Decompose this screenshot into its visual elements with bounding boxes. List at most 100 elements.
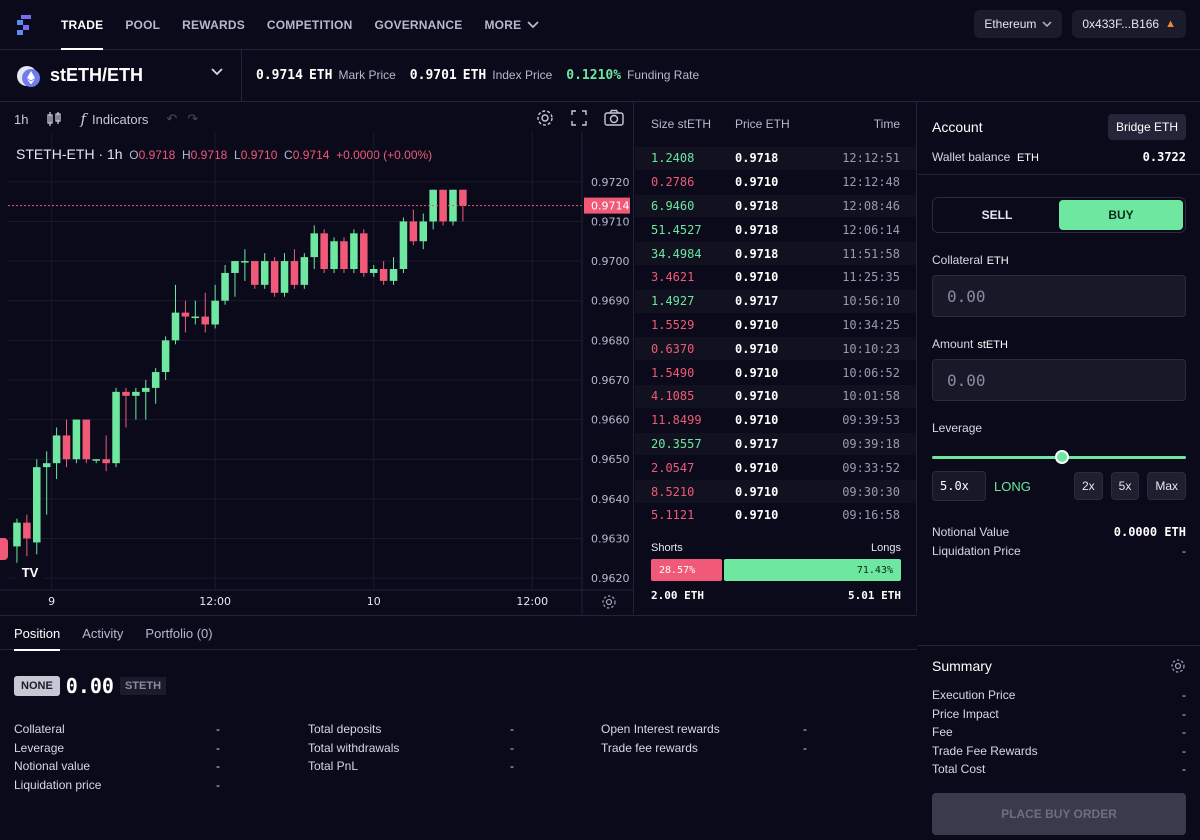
settings-icon[interactable]	[535, 108, 555, 128]
longs-pct: 71.43%	[856, 564, 893, 576]
candle	[122, 387, 130, 428]
candle	[191, 300, 200, 325]
position-unit: STETH	[119, 677, 167, 695]
trade-price: 0.9710	[735, 365, 779, 380]
candle-body	[350, 233, 358, 269]
collateral-input[interactable]: 0.00	[932, 275, 1186, 317]
detail-value: -	[803, 740, 807, 755]
interval-selector[interactable]: 1h	[14, 111, 29, 127]
leverage-slider[interactable]	[932, 450, 1186, 464]
detail-value: -	[216, 722, 220, 737]
place-order-button[interactable]: PLACE BUY ORDER	[932, 792, 1186, 835]
candle	[82, 419, 91, 464]
candle-body	[369, 269, 378, 273]
nav-more[interactable]: MORE	[473, 0, 550, 50]
detail-row: Total PnL -	[308, 757, 514, 776]
indicators-label: Indicators	[92, 111, 149, 127]
y-tick-label: 0.9710	[591, 215, 630, 228]
settings-icon[interactable]	[1170, 658, 1186, 674]
undo-icon[interactable]: ↶	[166, 111, 178, 126]
leverage-5x-button[interactable]: 5x	[1110, 472, 1140, 500]
tab-position[interactable]: Position	[14, 616, 61, 651]
position-panel: Position Activity Portfolio (0) NONE 0.0…	[0, 615, 917, 840]
candle-body	[191, 316, 200, 319]
amount-input[interactable]: 0.00	[932, 359, 1186, 401]
trade-row: 4.1085 0.9710 10:01:58	[635, 383, 916, 408]
detail-row: Liquidation price -	[14, 776, 220, 795]
x-tick-label: 12:00	[516, 595, 548, 608]
candle	[389, 257, 398, 285]
candle-body	[340, 241, 348, 269]
candle	[62, 419, 71, 468]
nav-trade[interactable]: TRADE	[50, 0, 114, 50]
sell-button[interactable]: SELL	[981, 208, 1013, 222]
summary-row: Price Impact -	[918, 705, 1200, 724]
trade-time: 11:25:35	[842, 270, 900, 285]
long-short-ratio: Shorts Longs 28.57% 71.43% 2.00 ETH 5.01…	[635, 532, 917, 602]
ohlc-open: 0.9718	[138, 148, 176, 162]
price-chart[interactable]: 0.9720 0.9710 0.9700 0.9690 0.9680 0.9670 0.96…	[0, 102, 634, 614]
settings-icon[interactable]	[601, 594, 617, 610]
trade-size: 0.2786	[651, 175, 695, 190]
bridge-eth-button[interactable]: Bridge ETH	[1107, 114, 1186, 140]
wallet-button[interactable]: 0x433F...B166 ▲	[1072, 10, 1186, 38]
camera-icon[interactable]	[603, 108, 625, 128]
trade-size: 1.2408	[651, 151, 695, 166]
tab-activity[interactable]: Activity	[82, 625, 124, 641]
candle	[33, 459, 41, 555]
trade-time: 09:30:30	[842, 484, 900, 499]
detail-row: Leverage -	[14, 739, 220, 758]
candle	[72, 419, 81, 464]
candle-body	[260, 261, 269, 285]
nav-rewards[interactable]: REWARDS	[182, 17, 245, 32]
detail-label: Open Interest rewards	[601, 722, 720, 737]
nav-pool[interactable]: POOL	[125, 17, 161, 32]
candle-body	[112, 391, 120, 464]
pair-selector[interactable]: stETH/ETH	[0, 49, 242, 102]
notional-label: Notional Value	[932, 525, 1010, 540]
price-tag-text: 0.9714	[591, 200, 630, 213]
candle	[161, 336, 170, 380]
candle	[300, 253, 309, 289]
candlestick-icon[interactable]	[46, 111, 62, 127]
summary-value: -	[1182, 762, 1186, 777]
tab-portfolio[interactable]: Portfolio (0)	[145, 625, 213, 641]
trades-size-header: Size stETH	[651, 117, 712, 131]
trade-price: 0.9718	[735, 246, 779, 261]
price-tag-bg	[584, 197, 630, 214]
direction-label: LONG	[994, 478, 1031, 494]
network-selector[interactable]: Ethereum	[974, 10, 1063, 38]
indicators-button[interactable]: f Indicators	[80, 110, 148, 128]
chart-collapse-handle[interactable]	[0, 538, 8, 560]
candle	[260, 253, 269, 289]
leverage-input[interactable]: 5.0x	[932, 471, 986, 501]
candle-body	[62, 435, 71, 460]
nav-governance[interactable]: GOVERNANCE	[374, 17, 463, 32]
nav-competition[interactable]: COMPETITION	[266, 17, 353, 32]
notional-value-row: Notional Value 0.0000 ETH	[918, 523, 1200, 542]
fullscreen-icon[interactable]	[569, 108, 589, 128]
leverage-max-button[interactable]: Max	[1147, 472, 1186, 500]
redo-icon[interactable]: ↷	[187, 111, 199, 126]
candle-body	[439, 189, 447, 222]
detail-label: Leverage	[14, 740, 65, 755]
liquidation-value: -	[1182, 543, 1186, 558]
y-tick-label: 0.9620	[591, 572, 630, 585]
candle	[439, 189, 447, 226]
leverage-handle[interactable]	[1054, 450, 1069, 464]
app-logo[interactable]	[0, 0, 50, 50]
candle-body	[72, 419, 81, 460]
mark-price-unit: ETH	[308, 68, 333, 83]
candle-body	[13, 522, 21, 547]
buy-button[interactable]: BUY	[1059, 200, 1183, 230]
candle-body	[82, 419, 91, 460]
index-price-value: 0.9701	[409, 68, 457, 83]
leverage-2x-button[interactable]: 2x	[1073, 472, 1103, 500]
candle	[320, 229, 328, 273]
steth-icon	[17, 65, 40, 87]
trade-price: 0.9710	[735, 270, 779, 285]
tradingview-logo[interactable]: TV	[14, 556, 46, 588]
trade-time: 12:06:14	[842, 222, 900, 237]
wallet-address: 0x433F...B166	[1082, 17, 1160, 31]
candle-body	[399, 221, 408, 269]
